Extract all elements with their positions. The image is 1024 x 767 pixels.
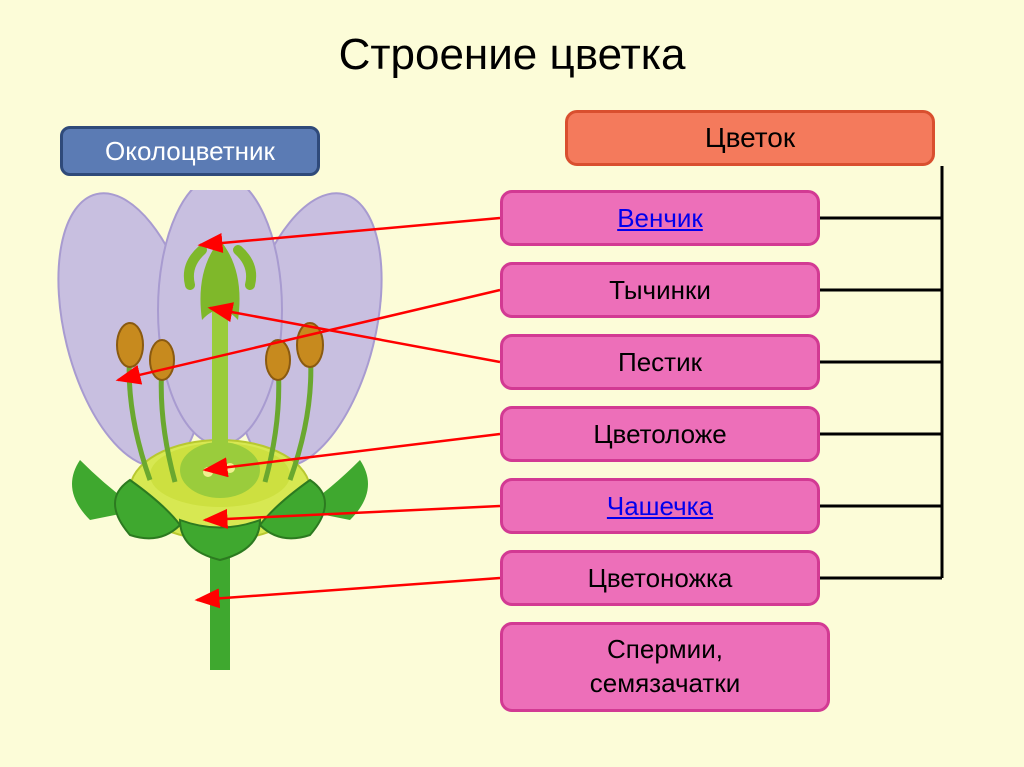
part-node-1: Тычинки (500, 262, 820, 318)
part-node-4[interactable]: Чашечка (500, 478, 820, 534)
page-title: Строение цветка (0, 0, 1024, 80)
root-node-flower: Цветок (565, 110, 935, 166)
part-node-5: Цветоножка (500, 550, 820, 606)
perianth-badge: Околоцветник (60, 126, 320, 176)
extra-node: Спермии,семязачатки (500, 622, 830, 712)
part-node-0[interactable]: Венчик (500, 190, 820, 246)
flower-illustration (30, 190, 410, 670)
part-node-3: Цветоложе (500, 406, 820, 462)
part-node-2: Пестик (500, 334, 820, 390)
